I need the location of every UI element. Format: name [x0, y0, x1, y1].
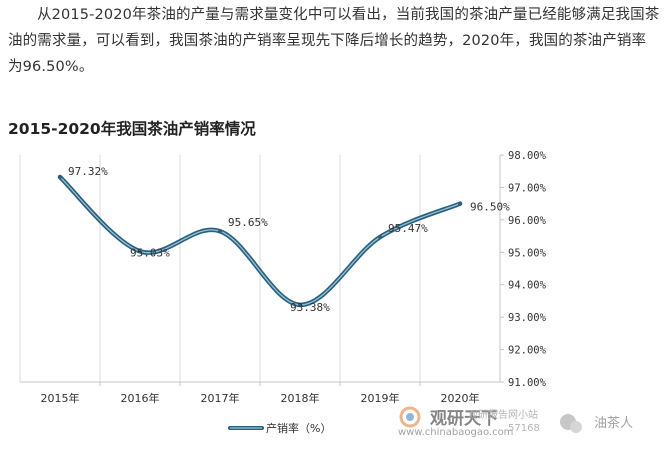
x-tick-label: 2019年	[361, 391, 400, 405]
data-label: 97.32%	[68, 165, 108, 178]
legend-label: 产销率（%）	[266, 421, 331, 435]
data-label: 95.65%	[228, 216, 268, 229]
chart-axes: 91.00% 92.00% 93.00% 94.00% 95.00% 96.00% 97.0…	[19, 150, 547, 405]
y-tick-label: 93.00%	[508, 312, 547, 324]
data-label: 95.47%	[388, 222, 428, 235]
data-label: 95.03%	[130, 246, 170, 259]
y-tick-label: 91.00%	[508, 377, 547, 389]
intro-paragraph: 从2015-2020年茶油的产量与需求量变化中可以看出，当前我国的茶油产量已经能…	[8, 7, 660, 75]
y-tick-label: 94.00%	[508, 280, 547, 292]
data-point	[138, 249, 142, 254]
x-tick-label: 2016年	[121, 391, 160, 405]
chart-title: 2015-2020年我国茶油产销率情况	[8, 120, 256, 138]
y-tick-label: 95.00%	[508, 247, 547, 259]
y-tick-label: 92.00%	[508, 345, 547, 357]
chart-legend: 产销率（%）	[228, 421, 331, 435]
brand-logo-icon	[399, 406, 421, 428]
data-point	[218, 229, 222, 234]
watermark-url: www.chinabaogao.com	[398, 427, 513, 438]
watermark: 观研天下 www.chinabaogao.com 观研报告网小站 57168 油…	[398, 406, 633, 438]
data-point	[58, 175, 62, 180]
wechat-icon	[560, 414, 582, 433]
x-tick-label: 2017年	[201, 391, 240, 405]
y-tick-label: 97.00%	[508, 182, 547, 194]
y-tick-label: 96.00%	[508, 215, 547, 227]
chart-series	[57, 174, 463, 308]
y-tick-label: 98.00%	[508, 150, 547, 162]
x-tick-label: 2020年	[441, 391, 480, 405]
data-label: 96.50%	[470, 201, 510, 214]
watermark-site: 观研报告网小站	[468, 408, 538, 421]
chart-data-labels: 97.32% 95.03% 95.65% 93.38% 95.47% 96.50%	[68, 165, 510, 314]
x-tick-label: 2018年	[281, 391, 320, 405]
watermark-account: 油茶人	[594, 415, 633, 431]
data-point	[298, 302, 302, 307]
data-point	[458, 201, 462, 206]
data-label: 93.38%	[290, 301, 330, 314]
watermark-brand: 观研天下	[429, 409, 498, 429]
watermark-phone: 57168	[508, 423, 540, 434]
x-tick-label: 2015年	[41, 391, 80, 405]
data-point	[378, 235, 382, 240]
